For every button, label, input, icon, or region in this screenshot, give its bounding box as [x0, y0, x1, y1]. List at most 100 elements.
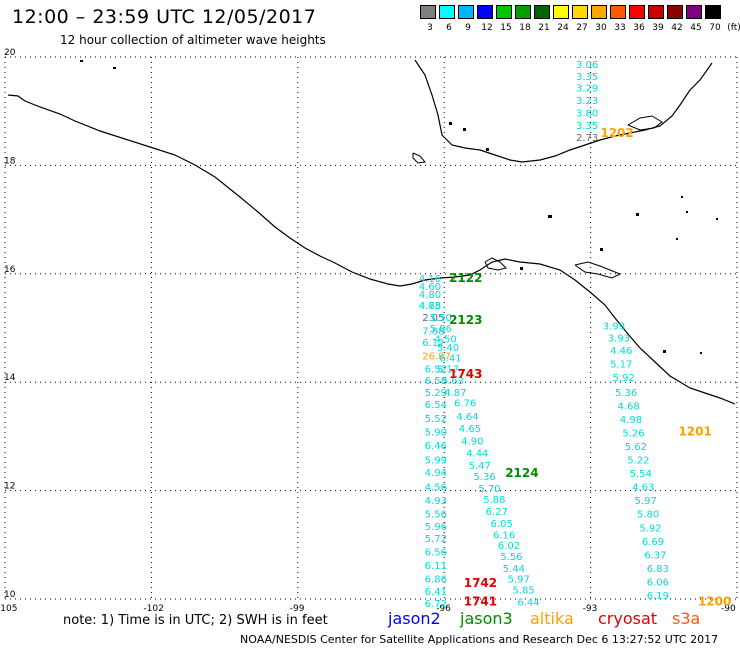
map-subtitle: 12 hour collection of altimeter wave hei…: [60, 33, 326, 47]
lat-label: 10: [4, 590, 16, 600]
scale-label: 39: [652, 23, 664, 33]
axis-labels: 20 18 16 14 12 10 -105 -102 -99 -96 -93 -90: [0, 48, 736, 614]
scale-label: 3: [427, 23, 433, 33]
wave-height-value: 5.26: [622, 428, 644, 439]
wave-height-value: 5.17: [610, 360, 632, 371]
wave-height-value: 6.72: [425, 599, 447, 610]
map-title: 12:00 – 23:59 UTC 12/05/2017: [12, 6, 317, 28]
scale-label: 9: [465, 23, 471, 33]
wave-height-value: 3.35: [576, 72, 598, 83]
wave-height-value: 5.90: [425, 427, 447, 438]
wave-height-value: 6.16: [493, 530, 515, 541]
wave-height-value: 5.22: [627, 456, 649, 467]
legend-jason3: jason3: [460, 609, 513, 628]
wave-height-value: 4.16: [419, 274, 441, 285]
wave-height-value: 6.83: [647, 564, 669, 575]
scale-label: 6: [446, 23, 452, 33]
wave-height-value: 5.50: [430, 313, 452, 324]
wave-height-value: 5.72: [425, 534, 447, 545]
wave-height-value: 6.54: [425, 400, 447, 411]
wave-height-value: 4.94: [425, 468, 447, 479]
wave-height-value: 3.99: [603, 322, 625, 333]
pass-time-label: 2124: [505, 466, 538, 480]
wave-height-value: 6.56: [425, 548, 447, 559]
wave-height-value: 7.88: [422, 327, 444, 338]
wave-height-value: 4.90: [461, 437, 483, 448]
wave-height-value: 5.80: [637, 510, 659, 521]
wave-height-value: 2.73: [576, 133, 598, 144]
pass-time-label: 1200: [698, 595, 731, 609]
pass-time-label: 1201: [678, 424, 711, 438]
scale-swatch: [458, 5, 474, 19]
lat-label: 14: [4, 373, 16, 383]
wave-height-value: 5.96: [425, 522, 447, 533]
scale-swatch: [534, 5, 550, 19]
scale-label: 12: [481, 23, 493, 33]
wave-height-value: 6.06: [647, 577, 669, 588]
scale-swatch: [667, 5, 683, 19]
wave-height-value: 5.92: [639, 523, 661, 534]
wave-height-value: 5.88: [483, 495, 505, 506]
wave-height-value: 4.46: [610, 346, 632, 357]
wave-height-value: 5.85: [513, 586, 535, 597]
altimeter-tracks: 3.063.353.293.233.803.352.732.0526.874.1…: [419, 60, 669, 610]
wave-height-value: 6.12: [422, 338, 444, 349]
wave-height-value: 4.93: [425, 496, 447, 507]
wave-height-value: 5.70: [478, 484, 500, 495]
scale-swatch: [572, 5, 588, 19]
wave-height-value: 5.97: [508, 575, 530, 586]
scale-label: 21: [538, 23, 550, 33]
lon-label: -90: [721, 604, 736, 614]
wave-height-value: 3.93: [608, 334, 630, 345]
wave-height-value: 4.64: [456, 412, 478, 423]
wave-height-value: 4.60: [419, 282, 441, 293]
coast-lakes: [80, 60, 718, 354]
scale-label: 30: [595, 23, 607, 33]
wave-height-value: 6.69: [642, 537, 664, 548]
wave-height-value: 4.65: [419, 301, 441, 312]
pass-time-label: 1202: [600, 126, 633, 140]
pass-time-label: 1741: [464, 595, 497, 609]
legend-cryosat: cryosat: [598, 609, 658, 628]
wave-height-value: 6.52: [425, 364, 447, 375]
lat-label: 16: [4, 265, 16, 275]
scale-swatch: [515, 5, 531, 19]
wave-height-value: 5.36: [615, 388, 637, 399]
graticule: [4, 56, 738, 600]
wave-height-value: 4.98: [620, 415, 642, 426]
scale-swatch: [439, 5, 455, 19]
wave-height-value: 5.17: [437, 364, 459, 375]
scale-label: 27: [576, 23, 588, 33]
wave-height-value: 6.86: [425, 575, 447, 586]
wave-height-value: 5.56: [500, 552, 522, 563]
coastline: [7, 59, 736, 405]
wave-height-value: 6.41: [439, 354, 461, 365]
legend-s3a: s3a: [672, 609, 701, 628]
scale-label: (ft): [727, 23, 740, 33]
lon-label: -105: [0, 604, 17, 614]
lat-label: 18: [4, 156, 16, 166]
credit-line: NOAA/NESDIS Center for Satellite Applica…: [240, 633, 719, 646]
wave-height-value: 26.87: [422, 351, 451, 362]
wave-height-value: 6.27: [486, 507, 508, 518]
wave-height-value: 6.19: [647, 591, 669, 602]
scale-swatch: [610, 5, 626, 19]
pass-time-label: 1742: [464, 576, 497, 590]
wave-height-value: 5.29: [425, 388, 447, 399]
scale-label: 24: [557, 23, 569, 33]
pass-time-label: 2122: [449, 271, 482, 285]
wave-height-value: 6.76: [454, 399, 476, 410]
scale-swatch: [420, 5, 436, 19]
wave-height-value: 6.46: [425, 441, 447, 452]
scale-label: 18: [519, 23, 531, 33]
wave-height-value: 5.54: [630, 469, 652, 480]
wave-height-value: 4.87: [444, 388, 466, 399]
scale-swatch: [591, 5, 607, 19]
wave-height-value: 6.05: [491, 519, 513, 530]
wave-height-value: 6.41: [425, 587, 447, 598]
scale-swatch: [705, 5, 721, 19]
legend-altika: altika: [530, 609, 574, 628]
scale-label: 36: [633, 23, 645, 33]
wave-height-value: 2.05: [422, 313, 444, 324]
